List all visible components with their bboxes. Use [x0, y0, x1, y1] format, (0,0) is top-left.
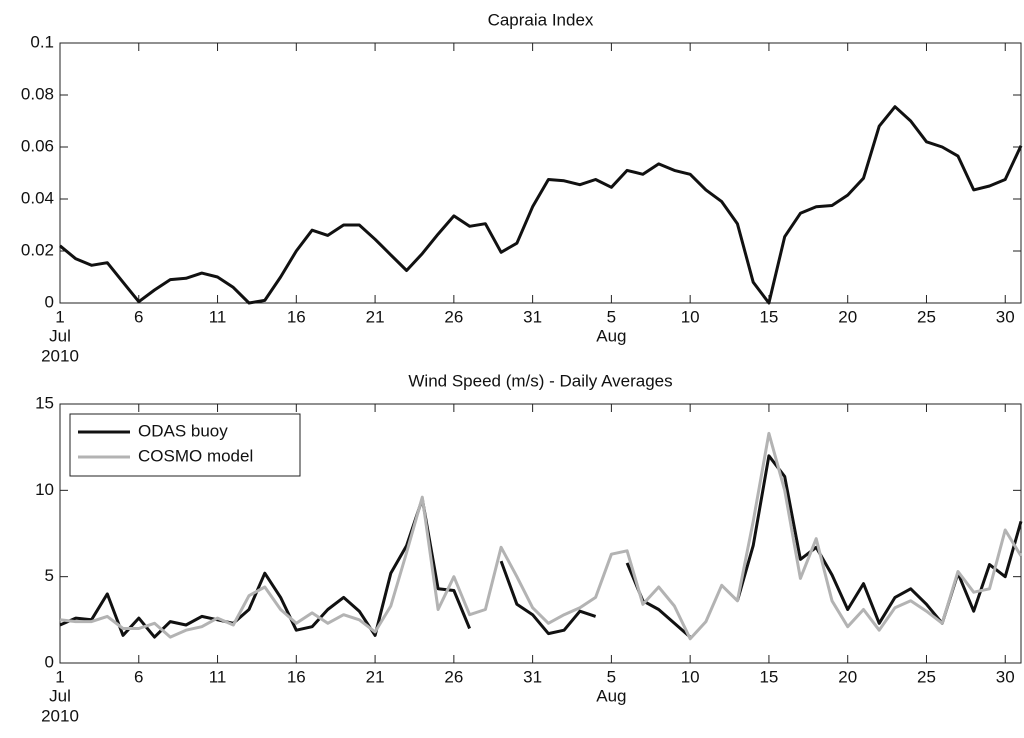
- x-year-label: 2010: [41, 706, 79, 725]
- x-month-label: Jul: [49, 326, 71, 345]
- x-tick-label: 25: [917, 307, 936, 326]
- x-tick-label: 16: [287, 307, 306, 326]
- x-tick-label: 31: [523, 667, 542, 686]
- y-tick-label: 0.04: [21, 188, 54, 207]
- y-tick-label: 5: [45, 566, 54, 585]
- x-tick-label: 15: [759, 667, 778, 686]
- series-line: [59, 431, 1023, 641]
- y-tick-label: 10: [35, 480, 54, 499]
- x-tick-label: 5: [607, 667, 616, 686]
- y-tick-label: 15: [35, 393, 54, 412]
- y-tick-label: 0.1: [30, 32, 54, 51]
- x-tick-label: 15: [759, 307, 778, 326]
- x-tick-label: 21: [366, 667, 385, 686]
- x-month-label: Aug: [596, 326, 626, 345]
- legend-box: [69, 413, 301, 477]
- chart-title: Wind Speed (m/s) - Daily Averages: [408, 371, 672, 390]
- x-tick-label: 11: [209, 307, 227, 326]
- x-tick-label: 20: [838, 307, 857, 326]
- y-tick-label: 0: [45, 292, 54, 311]
- x-month-label: Aug: [596, 686, 626, 705]
- x-tick-label: 31: [523, 307, 542, 326]
- x-month-label: Jul: [49, 686, 71, 705]
- x-tick-label: 25: [917, 667, 936, 686]
- x-tick-label: 1: [55, 307, 64, 326]
- y-tick-label: 0.08: [21, 84, 54, 103]
- series-line: [59, 105, 1023, 305]
- x-tick-label: 5: [607, 307, 616, 326]
- x-tick-label: 10: [681, 307, 700, 326]
- legend-label: COSMO model: [138, 446, 253, 465]
- x-tick-label: 21: [366, 307, 385, 326]
- x-tick-label: 1: [55, 667, 64, 686]
- x-tick-label: 30: [996, 667, 1015, 686]
- x-year-label: 2010: [41, 346, 79, 365]
- series-line: [59, 454, 1023, 639]
- x-tick-label: 20: [838, 667, 857, 686]
- x-tick-label: 16: [287, 667, 306, 686]
- x-tick-label: 6: [134, 667, 143, 686]
- x-tick-label: 11: [209, 667, 227, 686]
- legend: ODAS buoy COSMO model: [69, 413, 301, 477]
- axes-frame: [59, 403, 1022, 664]
- y-tick-label: 0.06: [21, 136, 54, 155]
- y-tick-label: 0: [45, 652, 54, 671]
- x-tick-label: 26: [444, 307, 463, 326]
- chart-title: Capraia Index: [488, 10, 594, 29]
- y-tick-label: 0.02: [21, 240, 54, 259]
- x-tick-label: 10: [681, 667, 700, 686]
- x-tick-label: 6: [134, 307, 143, 326]
- x-tick-label: 30: [996, 307, 1015, 326]
- x-tick-label: 26: [444, 667, 463, 686]
- legend-label: ODAS buoy: [138, 421, 228, 440]
- axes-frame: [59, 42, 1022, 304]
